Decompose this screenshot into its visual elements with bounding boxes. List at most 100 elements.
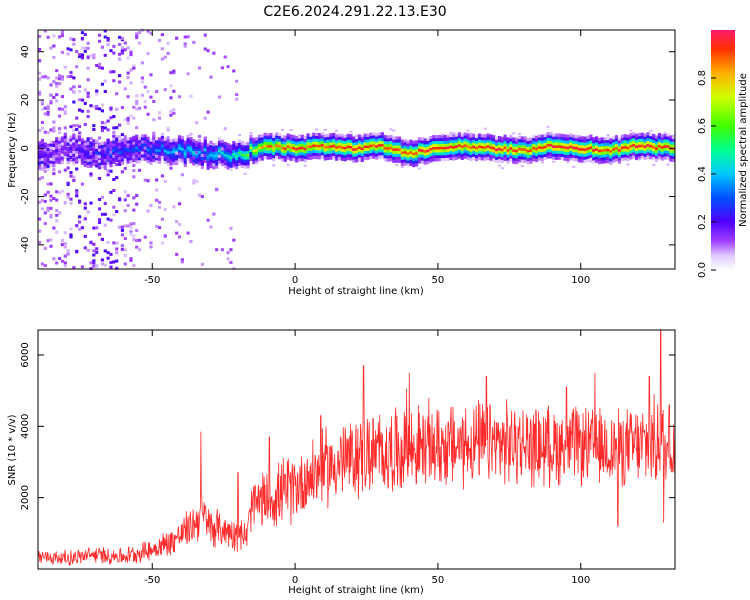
spectrogram-cell <box>509 147 513 151</box>
spectrogram-cell <box>192 144 196 149</box>
spectrogram-cell <box>332 141 336 145</box>
spectrogram-cell <box>155 140 159 144</box>
spectrogram-cell <box>177 141 182 145</box>
spectrogram-cell <box>520 136 524 140</box>
spectrogram-cell <box>397 156 402 161</box>
spectrogram-cell <box>323 148 327 152</box>
spectrogram-cell <box>232 146 236 151</box>
spectrogram-cell <box>569 136 573 140</box>
spectrogram-cell <box>69 158 73 162</box>
spectrogram-cell <box>146 148 150 152</box>
spectrogram-cell <box>272 152 276 156</box>
spectrogram-noise-cell <box>40 126 45 130</box>
spectrogram-cell <box>443 140 447 144</box>
spectrogram-cell <box>586 144 590 148</box>
spectrogram-cell <box>43 151 47 155</box>
spectrogram-noise-cell <box>517 133 522 136</box>
spectrogram-cell <box>169 147 173 152</box>
spectrogram-noise-cell <box>115 107 119 111</box>
spectrogram-cell <box>500 154 504 158</box>
spectrogram-cell <box>80 138 85 142</box>
spectrogram-noise-cell <box>183 42 187 46</box>
spectrogram-noise-cell <box>43 159 47 163</box>
spectrogram-cell <box>509 138 513 142</box>
spectrogram-cell <box>349 145 353 149</box>
spectrogram-noise-cell <box>49 238 53 242</box>
spectrogram-cell <box>49 146 53 150</box>
spectrogram-noise-cell <box>83 202 87 206</box>
spectrogram-cell <box>509 149 513 154</box>
spectrogram-noise-cell <box>143 100 147 104</box>
colorbar-gradient <box>711 30 735 270</box>
spectrogram-cell <box>149 158 153 162</box>
spectrogram-noise-cell <box>46 112 50 116</box>
spectrogram-noise-cell <box>249 132 253 135</box>
spectrogram-cell <box>460 153 464 158</box>
spectrogram-cell <box>317 135 322 140</box>
spectrogram-noise-cell <box>38 167 42 171</box>
spectrogram-noise-cell <box>132 196 136 200</box>
spectrogram-cell <box>409 159 413 163</box>
spectrogram-cell <box>406 151 410 156</box>
spectrogram-cell <box>212 157 216 161</box>
spectrogram-noise-cell <box>69 37 73 41</box>
spectrogram-cell <box>423 141 427 145</box>
spectrogram-cell <box>652 154 656 158</box>
spectrogram-cell <box>609 155 613 159</box>
spectrogram-noise-cell <box>60 50 65 54</box>
spectrogram-cell <box>112 149 116 153</box>
spectrogram-cell <box>209 165 213 169</box>
spectrogram-cell <box>255 160 259 164</box>
spectrogram-cell <box>300 134 304 138</box>
spectrogram-cell <box>400 162 404 166</box>
spectrogram-noise-cell <box>183 44 187 48</box>
spectrogram-cell <box>317 156 322 160</box>
spectrogram-cell <box>603 148 607 152</box>
spectrogram-cell <box>672 135 676 139</box>
spectrogram-cell <box>443 134 447 139</box>
spectrogram-cell <box>83 160 87 165</box>
spectrogram-cell <box>77 141 82 145</box>
spectrogram-cell <box>343 146 347 150</box>
spectrogram-cell <box>612 156 616 160</box>
spectrogram-cell <box>277 153 282 157</box>
spectrogram-noise-cell <box>123 224 127 228</box>
spectrogram-cell <box>106 150 110 154</box>
spectrogram-cell <box>486 156 490 160</box>
spectrogram-cell <box>117 148 122 152</box>
spectrogram-cell <box>480 157 484 161</box>
spectrogram-cell <box>335 157 339 161</box>
spectrogram-noise-cell <box>135 229 139 233</box>
spectrogram-cell <box>286 136 290 140</box>
spectrogram-cell <box>529 151 533 156</box>
spectrogram-cell <box>200 156 204 161</box>
spectrogram-cell <box>206 146 210 150</box>
spectrogram-cell <box>657 156 662 160</box>
spectrogram-cell <box>72 153 76 158</box>
spectrogram-noise-cell <box>75 160 79 164</box>
spectrogram-cell <box>635 153 639 158</box>
spectrogram-noise-cell <box>569 158 573 161</box>
spectrogram-noise-cell <box>209 140 213 144</box>
spectrogram-noise-cell <box>80 109 85 113</box>
spectrogram-cell <box>143 157 147 161</box>
spectrogram-noise-cell <box>52 129 56 133</box>
spectrogram-cell <box>240 156 244 160</box>
spectrogram-noise-cell <box>69 125 73 129</box>
spectrogram-cell <box>266 136 270 140</box>
spectrogram-cell <box>643 150 647 155</box>
spectrogram-cell <box>529 157 533 161</box>
spectrogram-cell <box>129 160 133 164</box>
spectrogram-cell <box>38 144 42 148</box>
spectrogram-cell <box>120 161 124 165</box>
spectrogram-noise-cell <box>40 262 45 266</box>
spectrogram-noise-cell <box>115 241 119 245</box>
spectrogram-cell <box>646 143 650 147</box>
spectrogram-cell <box>666 136 670 140</box>
spectrogram-cell <box>595 150 599 155</box>
spectrogram-cell <box>449 148 453 152</box>
spectrogram-cell <box>309 150 313 155</box>
spectrogram-cell <box>215 148 219 152</box>
spectrogram-cell <box>466 150 470 155</box>
spectrogram-cell <box>192 153 196 157</box>
